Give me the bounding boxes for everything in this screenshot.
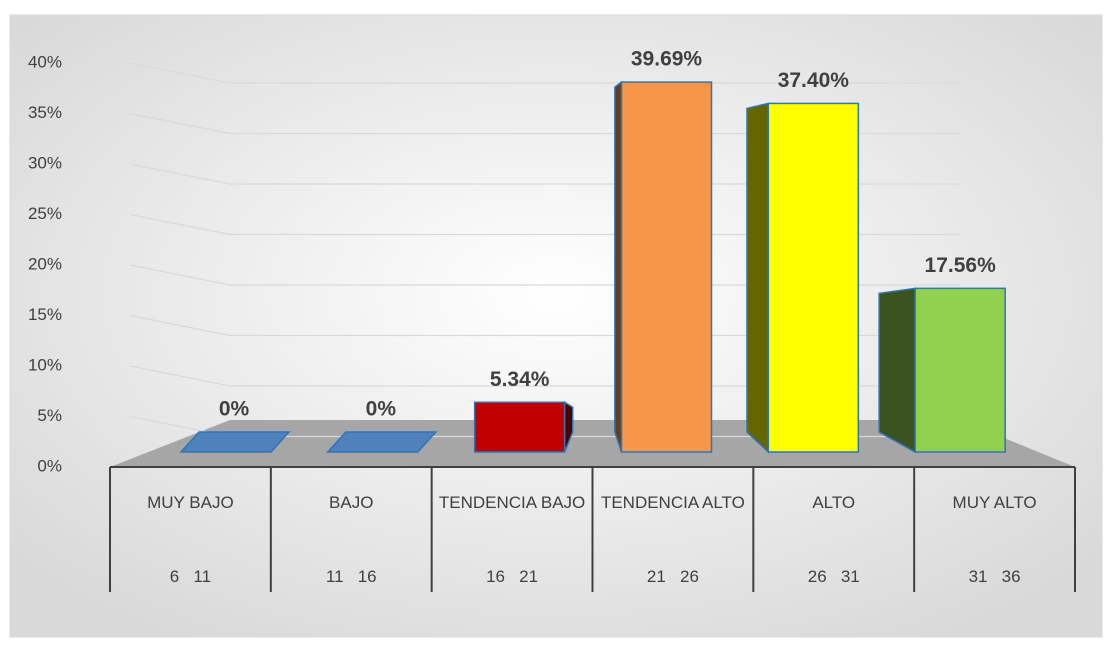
value-label: 0%: [366, 398, 397, 421]
grid-line: [129, 163, 960, 185]
value-label: 5.34%: [490, 368, 550, 391]
grid-line: [129, 365, 960, 387]
bar-side: [614, 80, 623, 453]
category-label: MUY ALTO: [952, 493, 1037, 512]
bar: [326, 431, 438, 453]
value-label: 39.69%: [631, 48, 703, 71]
category-label: BAJO: [329, 493, 374, 512]
value-label: 37.40%: [778, 69, 850, 92]
category-range-label: 6 11: [169, 567, 212, 586]
category-range-label: 11 16: [325, 567, 377, 586]
category-label: MUY BAJO: [147, 493, 234, 512]
bar: [914, 287, 1006, 453]
y-tick-label: 15%: [28, 305, 62, 324]
category-range-label: 16 21: [486, 567, 539, 586]
y-tick-label: 30%: [28, 153, 62, 172]
category-label: TENDENCIA ALTO: [600, 493, 745, 512]
bar-side: [878, 287, 916, 454]
grid-line: [129, 264, 960, 286]
y-tick-label: 0%: [37, 456, 62, 475]
category-label: ALTO: [812, 493, 856, 512]
y-tick-label: 20%: [28, 254, 62, 273]
y-tick-label: 40%: [28, 52, 62, 71]
y-tick-label: 35%: [28, 103, 62, 122]
grid-line: [129, 112, 960, 135]
bar: [179, 431, 291, 453]
y-tick-label: 5%: [37, 406, 62, 425]
category-label: TENDENCIA BAJO: [438, 493, 586, 512]
grid-line: [129, 314, 960, 337]
y-tick-label: 10%: [28, 355, 62, 374]
bar: [620, 81, 713, 453]
category-range-label: 31 36: [968, 567, 1021, 586]
category-range-label: 26 31: [807, 567, 860, 586]
bar-side: [746, 102, 770, 454]
y-tick-label: 25%: [28, 204, 62, 223]
bar: [473, 401, 566, 453]
grid-line: [129, 213, 960, 236]
category-range-label: 21 26: [646, 567, 699, 586]
bar: [767, 102, 860, 453]
value-label: 17.56%: [925, 254, 997, 277]
grid-line: [129, 62, 960, 84]
value-label: 0%: [219, 398, 250, 421]
